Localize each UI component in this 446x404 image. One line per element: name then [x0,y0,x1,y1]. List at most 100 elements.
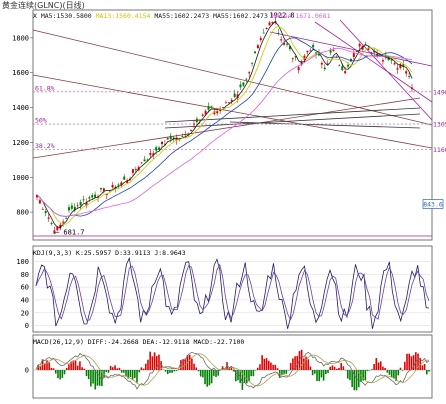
trend-line-rising [32,97,421,159]
price-y-tick-label: 1200 [12,139,29,147]
kdj-y-tick-label: 80 [21,271,29,279]
candle-body [291,58,294,60]
candle-body [265,27,268,29]
candle-body [120,182,123,185]
candle-body [367,47,370,50]
candle-body [207,105,210,110]
candle-body [149,152,152,156]
header-prefix: X [33,12,37,20]
trend-line-upper [32,29,433,126]
candle-body [56,226,59,231]
price-y-tick-label: 1400 [12,104,29,112]
candle-body [67,207,70,211]
candle-body [184,134,187,136]
candle-body [134,169,137,170]
candle-body [53,230,56,234]
ma13-line [36,26,413,225]
candle-body [227,102,230,104]
candle-body [222,107,225,109]
peak-price-label: 1922.8 [269,11,294,19]
candle-body [332,50,335,52]
kdj-y-tick-label: 100 [16,258,29,266]
macd-zero-label: 0 [25,367,29,375]
candle-body [344,71,347,74]
kdj-header: KDJ(9,3,3) K:25.5957 D:33.9113 J:8.9643 [33,249,186,257]
candle-body [140,162,143,164]
price-y-tick-label: 1800 [12,34,29,42]
candle-body [256,45,259,49]
candle-body [195,118,198,123]
candle-body [411,87,413,90]
candle-body [175,137,178,141]
candle-body [161,141,163,145]
fib-61-8-price-label: 1490.4 [433,88,446,96]
candle-body [245,78,248,80]
candle-body [288,46,291,50]
candle-body [300,61,303,65]
candle-body [123,176,126,180]
candle-body [408,76,411,77]
candle-body [152,153,155,156]
candle-body [402,64,405,67]
candle-body [358,43,361,47]
price-y-tick-label: 1600 [12,69,29,77]
candle-body [47,217,50,219]
last-price-label: 843.6 [423,201,443,209]
candle-body [233,93,236,98]
candle-body [224,102,227,104]
candle-body [312,44,315,48]
macd-header: MACD(26,12,9) DIFF:-24.2668 DEA:-12.9118… [33,338,245,346]
candle-body [99,188,102,190]
fan-line-1 [164,107,421,123]
kdj-y-tick-label: 0 [25,322,29,330]
candle-body [361,45,364,50]
channel-line-2 [339,19,433,121]
candle-body [73,206,76,211]
candle-body [126,180,129,184]
last-price-box [422,199,444,209]
candle-body [320,62,323,65]
ma5-line [36,21,413,228]
candle-body [381,60,384,62]
candle-body [390,59,393,61]
trend-line-middle [32,74,433,149]
candle-body [91,195,94,198]
ma55-line [36,37,413,217]
candle-body [242,82,245,86]
candle-body [117,184,120,186]
candle-body [355,50,358,52]
ma55-readout-2: MA55:1602.2473 [213,12,268,20]
candle-body [396,68,399,70]
fib-50-price-label: 1305.4 [433,121,446,129]
candle-body [393,63,396,65]
candle-body [38,200,41,204]
candle-body [405,71,408,74]
candle-body [286,43,288,45]
candle-body [102,188,105,191]
candle-body [192,123,195,125]
kdj-y-tick-label: 20 [21,309,29,317]
candle-body [323,67,326,70]
kdj-k-line [35,256,430,329]
candle-body [239,84,242,88]
candle-body [169,135,172,140]
candle-body [352,53,355,57]
candle-body [329,50,332,53]
ma55-readout: MA55:1602.2473 [154,12,210,20]
candle-body [259,38,262,40]
candle-body [146,159,149,161]
candle-body [76,205,79,207]
candle-body [79,202,82,206]
candle-body [268,22,271,26]
candle-body [347,64,350,67]
fan-line-2 [164,113,421,129]
price-header: X MA5:1530.5800 MA13:1560.4154 MA55:1602… [33,12,331,20]
ma144-line [36,47,413,217]
ma13-readout: MA13:1560.4154 [95,12,151,20]
kdj-y-tick-label: 60 [21,284,29,292]
candle-body [216,111,219,114]
ma5-readout: MA5:1530.5800 [40,12,92,20]
candle-body [230,99,233,102]
fib-38-2-price-label: 1160.3 [433,146,446,154]
